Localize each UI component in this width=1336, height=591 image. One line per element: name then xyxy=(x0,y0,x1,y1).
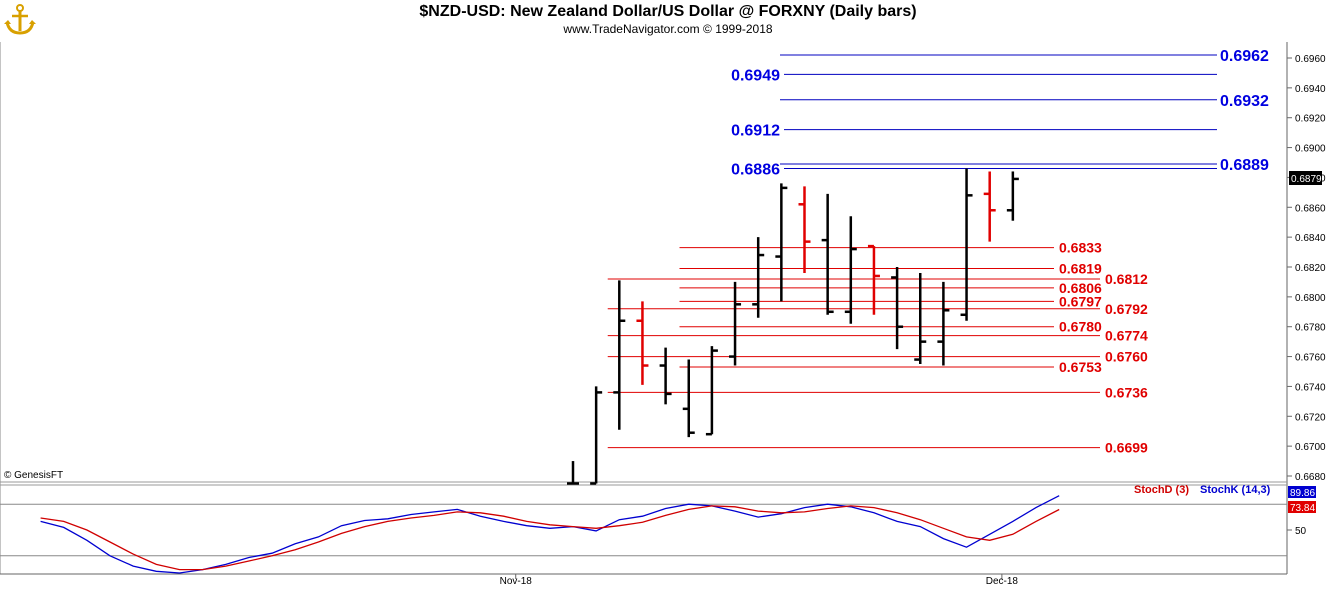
ohlc-bar xyxy=(682,359,695,438)
level-label-red: 0.6699 xyxy=(1105,440,1148,456)
ohlc-bar xyxy=(775,183,788,302)
stoch-d-legend: StochD (3) xyxy=(1134,484,1189,496)
ohlc-bar xyxy=(867,244,880,315)
y-tick-label: 0.6700 xyxy=(1295,442,1326,453)
last-price-tag: 0.6879 xyxy=(1291,174,1322,185)
y-tick-label: 0.6680 xyxy=(1295,472,1326,483)
level-label-blue: 0.6962 xyxy=(1220,48,1269,65)
stoch-y-label: 50 xyxy=(1295,526,1307,537)
level-label-red: 0.6833 xyxy=(1059,240,1102,256)
level-label-red: 0.6797 xyxy=(1059,293,1102,309)
ohlc-bar xyxy=(752,237,765,318)
stochastic-panel: 50 xyxy=(0,495,1307,574)
ohlc-bar xyxy=(914,272,927,365)
ohlc-bar xyxy=(798,186,811,273)
level-label-blue: 0.6889 xyxy=(1220,157,1269,174)
support-resistance-levels: 0.6962 0.6949 0.6932 0.6912 0.6889 0.6886 0.68… xyxy=(607,48,1269,456)
x-axis: Nov-18 Dec-18 xyxy=(500,574,1019,587)
y-tick-label: 0.6800 xyxy=(1295,293,1326,304)
level-label-red: 0.6753 xyxy=(1059,359,1102,375)
x-tick-label: Dec-18 xyxy=(986,576,1019,587)
y-tick-label: 0.6820 xyxy=(1295,263,1326,274)
price-y-axis: 0.6680 0.6700 0.6720 0.6740 0.6760 0.6780 0.68… xyxy=(1287,54,1326,483)
ohlc-bar xyxy=(844,216,857,324)
y-tick-label: 0.6860 xyxy=(1295,203,1326,214)
ohlc-bar xyxy=(659,347,672,405)
y-tick-label: 0.6920 xyxy=(1295,114,1326,125)
ohlc-bar xyxy=(729,281,742,366)
copyright-label: © GenesisFT xyxy=(4,470,63,481)
y-tick-label: 0.6940 xyxy=(1295,84,1326,95)
y-tick-label: 0.6900 xyxy=(1295,144,1326,155)
y-tick-label: 0.6760 xyxy=(1295,353,1326,364)
y-tick-label: 0.6720 xyxy=(1295,412,1326,423)
ohlc-bar xyxy=(937,281,950,366)
ohlc-bar xyxy=(891,267,904,350)
level-label-red: 0.6774 xyxy=(1105,328,1148,344)
y-tick-label: 0.6740 xyxy=(1295,382,1326,393)
chart-subtitle: www.TradeNavigator.com © 1999-2018 xyxy=(563,22,773,36)
level-label-red: 0.6780 xyxy=(1059,319,1102,335)
stoch-k-value: 89.86 xyxy=(1290,488,1315,499)
ohlc-bars xyxy=(567,168,1019,485)
ohlc-bar xyxy=(821,193,834,315)
y-tick-label: 0.6780 xyxy=(1295,323,1326,334)
stoch-k-value-box xyxy=(1288,486,1316,498)
level-label-red: 0.6736 xyxy=(1105,384,1148,400)
chart-title: $NZD-USD: New Zealand Dollar/US Dollar @… xyxy=(419,3,917,20)
x-tick-label: Nov-18 xyxy=(500,576,533,587)
level-label-blue: 0.6932 xyxy=(1220,93,1269,110)
ohlc-bar xyxy=(613,280,626,430)
anchor-logo-icon xyxy=(4,4,36,35)
level-label-blue: 0.6886 xyxy=(731,161,780,178)
stoch-d-line xyxy=(40,505,1060,571)
level-label-blue: 0.6949 xyxy=(731,67,780,84)
stoch-k-legend: StochK (14,3) xyxy=(1200,484,1271,496)
level-label-red: 0.6792 xyxy=(1105,301,1148,317)
stoch-k-line xyxy=(40,495,1060,574)
stoch-d-value-box xyxy=(1288,501,1316,513)
stoch-d-value: 73.84 xyxy=(1290,503,1315,514)
ohlc-bar xyxy=(590,386,603,485)
ohlc-bar xyxy=(983,171,996,242)
level-label-red: 0.6760 xyxy=(1105,349,1148,365)
chart-header: $NZD-USD: New Zealand Dollar/US Dollar @… xyxy=(0,0,1336,42)
level-label-red: 0.6819 xyxy=(1059,260,1102,276)
level-label-blue: 0.6912 xyxy=(731,123,780,140)
ohlc-bar xyxy=(960,168,973,321)
y-tick-label: 0.6840 xyxy=(1295,233,1326,244)
ohlc-bar xyxy=(636,301,649,385)
last-price-tag-box xyxy=(1289,171,1322,185)
level-label-red: 0.6806 xyxy=(1059,280,1102,296)
y-tick-label: 0.6960 xyxy=(1295,54,1326,65)
ohlc-bar xyxy=(1006,171,1019,221)
level-label-red: 0.6812 xyxy=(1105,271,1148,287)
ohlc-bar xyxy=(705,346,718,436)
ohlc-bar xyxy=(567,461,579,485)
